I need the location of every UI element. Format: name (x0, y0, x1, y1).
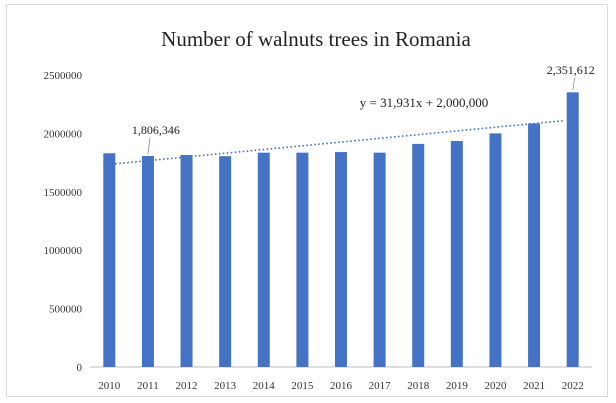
bar-2012 (180, 155, 193, 367)
bar-2011 (141, 156, 154, 367)
bar-2021 (528, 123, 541, 367)
y-tick-label: 1500000 (44, 187, 83, 199)
y-tick-label: 0 (77, 362, 83, 374)
x-tick-label: 2015 (291, 380, 314, 392)
bar-2020 (489, 133, 502, 367)
chart-title: Number of walnuts trees in Romania (161, 27, 471, 51)
bar-2019 (450, 140, 463, 367)
bar-2015 (296, 152, 309, 367)
x-tick-label: 2016 (330, 380, 353, 392)
y-tick-label: 1000000 (44, 245, 83, 257)
y-tick-label: 2000000 (44, 128, 83, 140)
data-label-leader (572, 77, 576, 91)
y-tick-label: 500000 (49, 304, 83, 316)
data-label-leader (147, 137, 151, 155)
data-label: 1,806,346 (132, 123, 180, 137)
trendline-equation: y = 31,931x + 2,000,000 (360, 95, 488, 110)
bar-2014 (257, 152, 270, 367)
x-tick-label: 2020 (484, 380, 507, 392)
data-label: 2,351,612 (547, 63, 595, 77)
x-tick-label: 2018 (407, 380, 430, 392)
y-tick-label: 2500000 (44, 70, 83, 82)
x-tick-label: 2014 (253, 380, 276, 392)
data-labels: 1,806,346 2,351,612 (132, 63, 595, 155)
x-tick-label: 2022 (562, 380, 584, 392)
y-axis: 0 500000 1000000 1500000 2000000 2500000 (44, 70, 83, 374)
bar-2017 (373, 152, 386, 367)
bar-2022 (566, 92, 579, 367)
bar-2013 (219, 156, 232, 367)
x-axis: 2010 2011 2012 2013 2014 2015 2016 2017 2018 2019… (98, 380, 583, 392)
x-tick-label: 2011 (137, 380, 159, 392)
x-tick-label: 2013 (214, 380, 237, 392)
x-tick-label: 2010 (98, 380, 121, 392)
x-tick-label: 2021 (523, 380, 545, 392)
bar-2018 (412, 143, 425, 367)
x-tick-label: 2012 (176, 380, 198, 392)
trendline-line (103, 119, 565, 166)
x-tick-label: 2019 (446, 380, 469, 392)
bar-2016 (335, 152, 347, 367)
bars (103, 92, 579, 367)
bar-2010 (103, 153, 116, 367)
trendline (103, 119, 565, 166)
x-tick-label: 2017 (369, 380, 392, 392)
